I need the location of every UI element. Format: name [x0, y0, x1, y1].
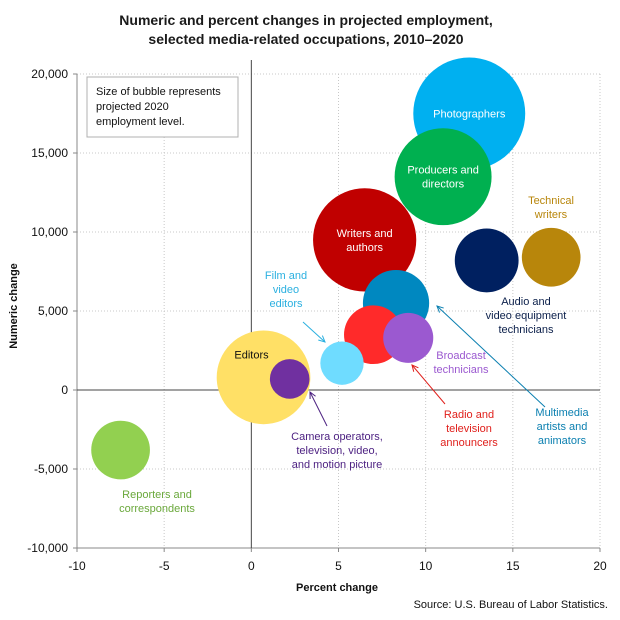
- x-tick-labels: -10 -5 0 5 10 15 20: [68, 559, 607, 573]
- bubble-label: directors: [422, 179, 465, 191]
- bubble: [313, 188, 417, 292]
- bubble-label: video: [273, 284, 299, 296]
- y-axis-label: Numeric change: [8, 263, 20, 349]
- bubble: [216, 330, 311, 425]
- bubble-label: Photographers: [433, 109, 506, 121]
- gridlines: [77, 73, 601, 549]
- bubble-label: television, video,: [296, 445, 377, 457]
- bubble-label: Broadcast: [436, 350, 486, 362]
- chart-title: Numeric and percent changes in projected…: [119, 12, 492, 47]
- bubble-label: and motion picture: [292, 459, 383, 471]
- bubbles: [91, 57, 581, 480]
- leader-arrowhead: [411, 364, 419, 372]
- bubble: [91, 420, 150, 480]
- x-tick-label: 15: [506, 559, 520, 573]
- bubble-label: writers: [534, 209, 568, 221]
- note-box: [86, 76, 239, 138]
- bubble-label: Editors: [234, 349, 269, 361]
- bubble-label: technicians: [498, 324, 554, 336]
- leader-arrowhead: [436, 305, 444, 313]
- x-tick-label: 20: [593, 559, 607, 573]
- y-tick-label: -5,000: [34, 462, 68, 476]
- bubble-size-note: Size of bubble represents projected 2020…: [86, 76, 239, 138]
- x-tick-label: -10: [68, 559, 86, 573]
- y-tick-label: 15,000: [31, 146, 68, 160]
- bubble-label: editors: [269, 298, 303, 310]
- leader-line: [309, 391, 328, 427]
- x-tick-label: 5: [335, 559, 342, 573]
- bubble: [521, 227, 581, 287]
- bubble-label: Producers and: [407, 165, 479, 177]
- note-line-1: Size of bubble represents: [96, 86, 221, 98]
- bubble-label: Reporters and: [122, 489, 192, 501]
- x-tick-label: -5: [159, 559, 170, 573]
- note-line-3: employment level.: [96, 116, 185, 128]
- leader-line: [436, 305, 546, 408]
- bubble-label: authors: [346, 242, 383, 254]
- y-tick-label: 5,000: [38, 304, 68, 318]
- bubble-labels: Photographers Producers and directors Write…: [119, 109, 589, 516]
- bubble: [320, 341, 364, 385]
- bubble-label: announcers: [440, 437, 498, 449]
- note-line-2: projected 2020: [96, 101, 169, 113]
- chart-title-line-1: Numeric and percent changes in projected…: [119, 12, 492, 28]
- bubble-label: technicians: [433, 364, 489, 376]
- y-tick-label: 20,000: [31, 67, 68, 81]
- source-note: Source: U.S. Bureau of Labor Statistics.: [414, 599, 608, 611]
- bubble-label: Audio and: [501, 296, 551, 308]
- bubble-label: Technical: [528, 195, 574, 207]
- bubble-label: animators: [538, 435, 587, 447]
- bubble: [269, 359, 310, 399]
- y-tick-label: 10,000: [31, 225, 68, 239]
- y-tick-label: -10,000: [27, 541, 68, 555]
- x-tick-label: 0: [248, 559, 255, 573]
- bubble-label: Radio and: [444, 409, 494, 421]
- bubble-label: television: [446, 423, 492, 435]
- bubble-label: Camera operators,: [291, 431, 383, 443]
- bubble-label: Multimedia: [535, 407, 589, 419]
- x-tick-label: 10: [419, 559, 433, 573]
- leader-line: [302, 321, 326, 343]
- x-axis-label: Percent change: [296, 582, 378, 594]
- chart-title-line-2: selected media-related occupations, 2010…: [148, 31, 463, 47]
- axes: [73, 60, 601, 552]
- bubble-label: video equipment: [486, 310, 567, 322]
- leader-arrowhead: [318, 335, 326, 343]
- leader-arrowhead: [309, 390, 316, 400]
- bubble-label: artists and: [537, 421, 588, 433]
- bubble: [394, 128, 492, 226]
- bubble-label: correspondents: [119, 503, 195, 515]
- y-tick-label: 0: [61, 383, 68, 397]
- y-tick-labels: -10,000 -5,000 0 5,000 10,000 15,000 20,000: [27, 67, 68, 555]
- bubble: [383, 312, 434, 363]
- bubble-label: Writers and: [337, 228, 393, 240]
- bubble: [454, 228, 519, 293]
- bubble-label: Film and: [265, 270, 307, 282]
- leader-line: [411, 364, 446, 405]
